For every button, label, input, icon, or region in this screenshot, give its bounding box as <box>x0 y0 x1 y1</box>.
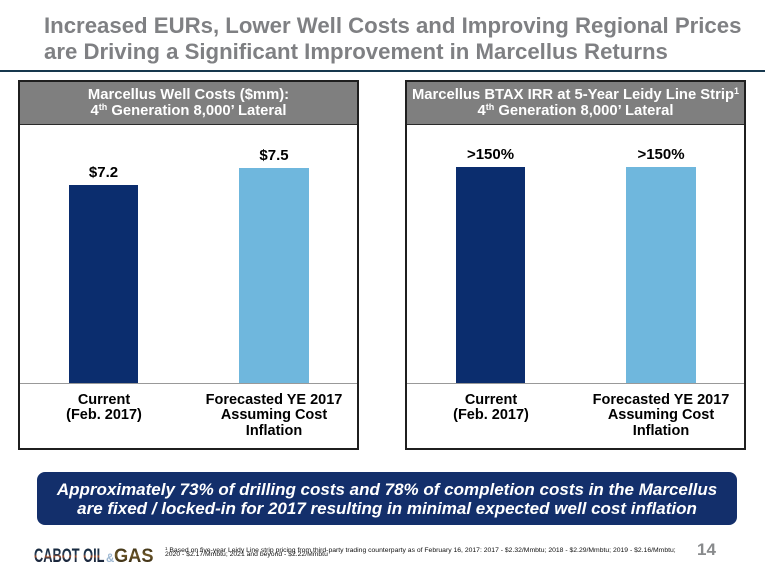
svg-text:CABOT OIL: CABOT OIL <box>34 546 105 564</box>
svg-text:GAS: GAS <box>114 546 154 564</box>
svg-text:&: & <box>106 553 114 564</box>
